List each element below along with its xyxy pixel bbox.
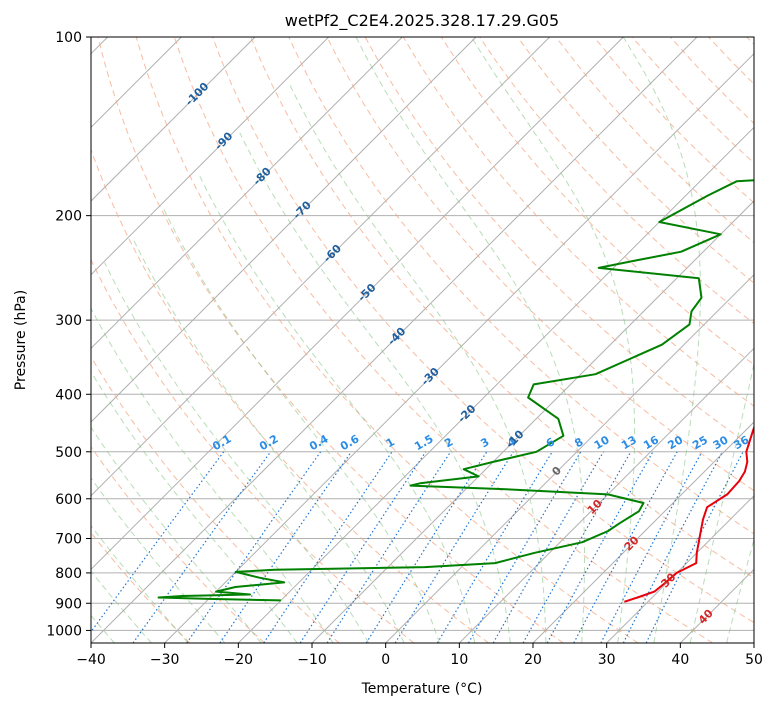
series-layer xyxy=(157,179,754,603)
moist-adiabat--5 xyxy=(104,262,370,643)
x-tick-label--20: −20 xyxy=(224,652,254,668)
y-tick-label-800: 800 xyxy=(55,566,82,582)
isotherm--60 xyxy=(91,37,551,497)
isotherm--40 xyxy=(91,37,698,643)
dry-adiabat-80 xyxy=(326,37,754,492)
isotherm-0 xyxy=(385,273,754,643)
x-tick-label--40: −40 xyxy=(76,652,106,668)
mixing-ratio-line-9 xyxy=(436,451,553,643)
moist-adiabat-10 xyxy=(198,173,476,643)
plot-frame xyxy=(90,36,755,644)
mixing-ratio-line-17 xyxy=(645,451,744,643)
axis-layer: −40 −30 −20 −10 0 10 20 30 40 50 100 200 300 400 500 60… xyxy=(46,30,763,668)
moist-adiabat--30 xyxy=(91,524,189,643)
mixing-ratio-line-5 xyxy=(299,451,427,643)
x-tick-label-50: 50 xyxy=(745,652,763,668)
moist-adiabat--15 xyxy=(91,370,298,643)
y-tick-label-600: 600 xyxy=(55,492,82,508)
moist-adiabat-35 xyxy=(622,37,701,643)
x-tick-label-10: 10 xyxy=(450,652,468,668)
dry-adiabat-20 xyxy=(97,37,564,643)
moist-adiabat-45 xyxy=(726,538,754,643)
moist-adiabat-20 xyxy=(288,83,547,643)
isotherm-20 xyxy=(532,421,754,643)
series-line-0 xyxy=(623,425,754,603)
y-tick-label-200: 200 xyxy=(55,209,82,225)
y-tick-label-400: 400 xyxy=(55,387,82,403)
mixing-ratio-line-0 xyxy=(91,451,225,633)
mixing-ratio-line-6 xyxy=(326,451,452,643)
mixing-ratio-line-13 xyxy=(546,451,654,643)
dry-adiabat-40 xyxy=(173,37,713,643)
x-tick-label-30: 30 xyxy=(598,652,616,668)
grid-layer xyxy=(91,37,754,643)
isotherm--100 xyxy=(91,37,256,202)
mixing-ratio-line-2 xyxy=(186,451,322,643)
mixing-ratio-line-14 xyxy=(573,451,678,643)
dry-adiabat-60 xyxy=(250,37,754,579)
series-line-1 xyxy=(157,179,754,602)
isotherm--20 xyxy=(237,126,754,643)
moist-adiabat--40 xyxy=(91,614,115,643)
mixing-ratio-line-4 xyxy=(263,451,393,643)
isotherm--70 xyxy=(91,37,477,423)
x-tick-label-20: 20 xyxy=(524,652,542,668)
isotherm-30 xyxy=(606,494,754,643)
dry-adiabat-130 xyxy=(517,37,754,284)
y-tick-label-1000: 1000 xyxy=(46,623,82,639)
moist-adiabat-0 xyxy=(133,239,405,643)
mixing-ratio-line-3 xyxy=(219,451,352,643)
chart-title: wetPf2_C2E4.2025.328.17.29.G05 xyxy=(285,11,559,31)
isotherm--80 xyxy=(91,37,403,350)
isotherm--90 xyxy=(91,37,330,276)
mixing-ratio-line-1 xyxy=(132,451,272,643)
dry-adiabat--20 xyxy=(91,445,265,643)
moist-adiabat-5 xyxy=(163,208,440,643)
dry-adiabat-0 xyxy=(91,258,415,643)
x-tick-label-40: 40 xyxy=(671,652,689,668)
moist-adiabat--20 xyxy=(91,426,262,643)
x-tick-label--10: −10 xyxy=(297,652,327,668)
moist-adiabat-15 xyxy=(239,132,511,643)
dry-adiabat-50 xyxy=(212,37,754,624)
y-tick-label-500: 500 xyxy=(55,445,82,461)
moist-adiabat-40 xyxy=(689,361,754,643)
dry-adiabat-70 xyxy=(288,37,754,535)
isotherm--30 xyxy=(164,52,754,643)
dry-adiabat--10 xyxy=(91,355,340,643)
x-tick-label--30: −30 xyxy=(150,652,180,668)
plot-background xyxy=(91,37,754,643)
y-tick-label-900: 900 xyxy=(55,596,82,612)
y-tick-label-700: 700 xyxy=(55,532,82,548)
isotherm-10 xyxy=(458,347,754,643)
mixing-ratio-line-15 xyxy=(600,451,703,643)
y-tick-label-300: 300 xyxy=(55,313,82,329)
moist-adiabat--10 xyxy=(91,307,334,643)
mixing-ratio-line-7 xyxy=(365,451,488,643)
x-axis-label: Temperature (°C) xyxy=(361,681,483,697)
background-lines xyxy=(91,37,754,643)
moist-adiabat--25 xyxy=(91,477,226,643)
y-axis-label: Pressure (hPa) xyxy=(13,290,29,390)
moist-adiabat-25 xyxy=(355,37,585,643)
dry-adiabat-30 xyxy=(135,37,639,643)
moist-adiabat-30 xyxy=(471,37,635,643)
x-tick-label-0: 0 xyxy=(381,652,390,668)
isotherm--50 xyxy=(91,37,624,571)
y-tick-label-100: 100 xyxy=(55,30,82,46)
